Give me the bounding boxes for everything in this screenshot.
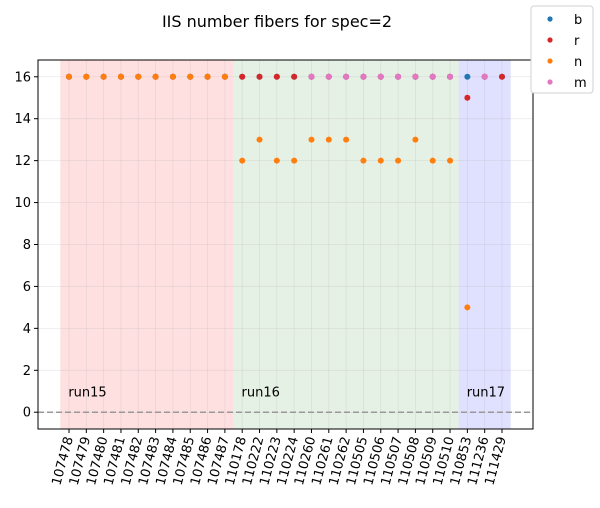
legend-marker-n [547,58,553,64]
point-n-110508 [412,136,419,143]
y-tick-label: 4 [23,322,31,337]
point-m-111236 [481,73,488,80]
point-n-110507 [395,157,402,164]
run-span-run17 [458,60,511,429]
point-n-110178 [239,157,246,164]
point-r-111429 [499,73,505,80]
run-span-run16 [233,60,459,429]
y-tick-label: 10 [14,196,31,211]
legend-marker-b [547,16,553,22]
point-m-110510 [447,73,454,80]
point-b-110853 [464,73,471,80]
point-n-110506 [377,157,384,164]
point-n-110261 [325,136,332,143]
y-tick-label: 14 [14,112,31,127]
point-m-110261 [325,73,332,80]
point-m-110505 [360,73,367,80]
point-n-107481 [117,73,124,80]
run-label-run15: run15 [68,385,106,400]
run-span-run15 [60,60,234,429]
point-n-107487 [221,73,228,80]
point-n-107482 [135,73,142,80]
legend-label-n: n [574,55,582,70]
y-tick-label: 12 [14,154,31,169]
point-n-107478 [66,73,72,80]
y-tick-label: 8 [23,238,31,253]
point-n-107480 [100,73,107,80]
point-n-110853 [464,304,471,311]
point-n-110510 [447,157,454,164]
point-r-110223 [273,73,280,80]
legend-label-b: b [574,13,582,28]
point-n-110224 [291,157,298,164]
point-n-107479 [83,73,90,80]
point-m-110506 [377,73,384,80]
point-n-110223 [273,157,280,164]
point-n-110505 [360,157,367,164]
point-r-110222 [256,73,263,80]
legend-box [530,5,594,94]
run-label-run16: run16 [242,385,280,400]
legend-label-r: r [574,34,580,49]
point-m-110509 [429,73,436,80]
point-m-110507 [395,73,402,80]
point-n-107485 [187,73,194,80]
y-tick-label: 6 [23,280,31,295]
run-label-run17: run17 [467,385,505,400]
point-n-107483 [152,73,159,80]
point-r-110853 [464,94,471,101]
legend-marker-r [547,37,553,43]
point-n-110262 [343,136,350,143]
point-r-110178 [239,73,246,80]
point-m-110260 [308,73,315,80]
point-n-107486 [204,73,211,80]
point-r-110224 [291,73,298,80]
legend-marker-m [547,79,553,85]
y-tick-label: 16 [14,70,31,85]
chart-title: IIS number fibers for spec=2 [162,12,392,31]
point-m-110508 [412,73,419,80]
point-n-110260 [308,136,315,143]
y-tick-label: 0 [23,406,31,421]
legend-label-m: m [574,76,587,91]
y-tick-label: 2 [23,364,31,379]
point-n-110222 [256,136,263,143]
point-n-107484 [169,73,176,80]
point-n-110509 [429,157,436,164]
point-m-110262 [343,73,350,80]
